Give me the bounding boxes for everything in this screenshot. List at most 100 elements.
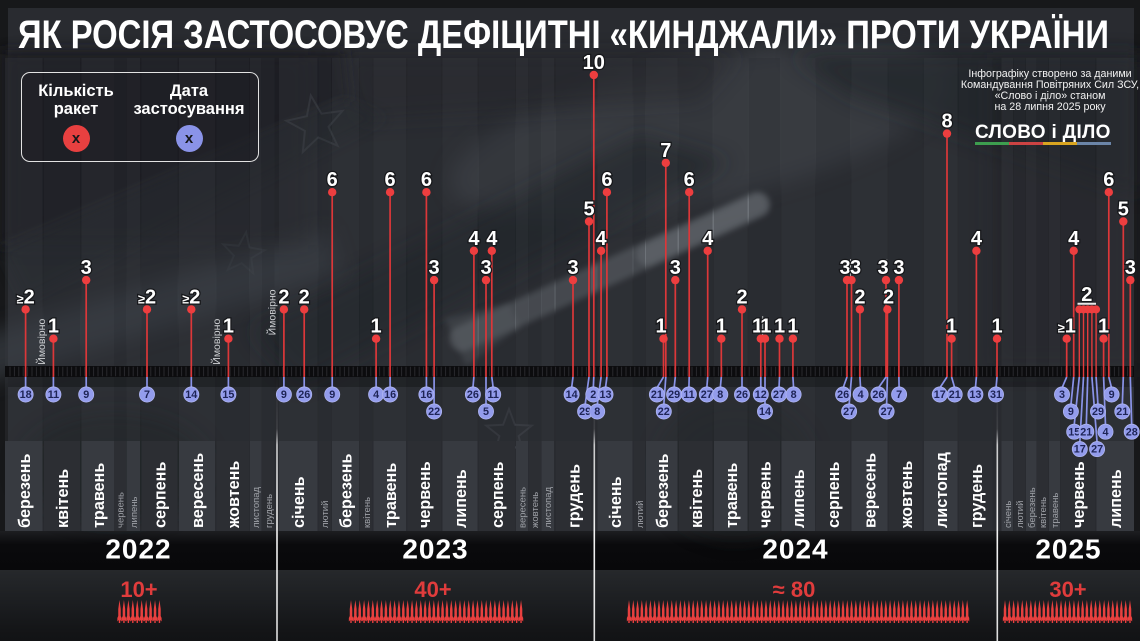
svg-text:1: 1 <box>787 316 798 338</box>
svg-text:29: 29 <box>579 406 591 418</box>
svg-text:1: 1 <box>752 316 763 338</box>
svg-text:січень: січень <box>1003 501 1014 528</box>
svg-text:28: 28 <box>1126 426 1138 438</box>
svg-text:≥2: ≥2 <box>138 286 156 308</box>
svg-text:17: 17 <box>934 389 946 401</box>
svg-text:21: 21 <box>651 389 663 401</box>
svg-text:4: 4 <box>971 228 983 250</box>
svg-text:червень: червень <box>116 492 127 528</box>
svg-text:лютий: лютий <box>320 501 331 528</box>
svg-text:12: 12 <box>755 389 767 401</box>
svg-text:квітень: квітень <box>54 469 72 528</box>
svg-text:4: 4 <box>596 228 608 250</box>
svg-text:10+: 10+ <box>120 577 157 602</box>
svg-text:6: 6 <box>327 169 338 191</box>
svg-text:3: 3 <box>850 257 861 279</box>
svg-text:Ймовірно: Ймовірно <box>210 319 223 365</box>
svg-text:1: 1 <box>371 316 382 338</box>
svg-text:18: 18 <box>20 389 32 401</box>
svg-text:6: 6 <box>601 169 612 191</box>
svg-text:21: 21 <box>949 389 961 401</box>
svg-text:2022: 2022 <box>105 534 171 565</box>
svg-text:27: 27 <box>701 389 713 401</box>
svg-text:7: 7 <box>144 389 150 401</box>
svg-text:2: 2 <box>854 286 865 308</box>
svg-text:5: 5 <box>1118 199 1129 221</box>
svg-text:червень: червень <box>757 461 775 528</box>
svg-text:11: 11 <box>683 389 694 401</box>
svg-text:6: 6 <box>421 169 432 191</box>
svg-text:3: 3 <box>429 257 440 279</box>
svg-text:3: 3 <box>81 257 92 279</box>
svg-text:серпень: серпень <box>825 462 843 528</box>
svg-text:1: 1 <box>760 316 771 338</box>
svg-text:1: 1 <box>1098 316 1109 338</box>
svg-text:30+: 30+ <box>1049 577 1086 602</box>
svg-text:травень: травень <box>1050 493 1061 528</box>
svg-text:11: 11 <box>487 389 498 401</box>
svg-text:40+: 40+ <box>414 577 451 602</box>
svg-text:21: 21 <box>1116 406 1128 418</box>
svg-text:26: 26 <box>298 389 310 401</box>
svg-text:грудень: грудень <box>566 464 584 528</box>
svg-text:8: 8 <box>594 406 600 418</box>
svg-text:4: 4 <box>1102 426 1108 438</box>
svg-text:лютий: лютий <box>635 501 646 528</box>
svg-text:≈ 80: ≈ 80 <box>773 577 816 602</box>
svg-text:3: 3 <box>567 257 578 279</box>
svg-text:5: 5 <box>483 406 489 418</box>
svg-text:2: 2 <box>883 286 894 308</box>
svg-text:березень: березень <box>16 453 34 528</box>
svg-text:травень: травень <box>723 463 741 528</box>
svg-text:квітень: квітень <box>1038 497 1049 528</box>
svg-text:2: 2 <box>736 286 747 308</box>
svg-text:7: 7 <box>660 140 671 162</box>
svg-text:4: 4 <box>486 228 498 250</box>
svg-text:вересень: вересень <box>189 453 207 528</box>
svg-text:2: 2 <box>590 389 596 401</box>
svg-text:≥2: ≥2 <box>16 286 34 308</box>
svg-text:22: 22 <box>658 406 670 418</box>
svg-text:1: 1 <box>223 316 234 338</box>
svg-text:13: 13 <box>599 389 611 401</box>
svg-text:3: 3 <box>1059 389 1065 401</box>
svg-text:26: 26 <box>837 389 849 401</box>
svg-text:26: 26 <box>467 389 479 401</box>
svg-text:2024: 2024 <box>762 534 828 565</box>
svg-text:Ймовірно: Ймовірно <box>265 289 278 335</box>
svg-text:травень: травень <box>382 463 400 528</box>
svg-text:листопад: листопад <box>543 486 554 528</box>
svg-text:3: 3 <box>480 257 491 279</box>
svg-text:14: 14 <box>759 406 771 418</box>
svg-text:травень: травень <box>90 463 108 528</box>
svg-text:9: 9 <box>281 389 287 401</box>
svg-text:9: 9 <box>329 389 335 401</box>
svg-text:16: 16 <box>420 389 432 401</box>
svg-text:1: 1 <box>48 316 59 338</box>
svg-text:серпень: серпень <box>489 462 507 528</box>
svg-text:13: 13 <box>969 389 981 401</box>
svg-text:1: 1 <box>716 316 727 338</box>
svg-text:17: 17 <box>1074 444 1086 456</box>
svg-text:березень: березень <box>654 453 672 528</box>
svg-text:2: 2 <box>1081 284 1092 306</box>
svg-text:січень: січень <box>290 476 308 528</box>
svg-text:4: 4 <box>858 389 864 401</box>
svg-text:3: 3 <box>839 257 850 279</box>
svg-text:5: 5 <box>583 199 594 221</box>
svg-text:1: 1 <box>774 316 785 338</box>
svg-text:4: 4 <box>702 228 714 250</box>
svg-text:9: 9 <box>1068 406 1074 418</box>
svg-text:квітень: квітень <box>688 469 706 528</box>
svg-text:≥2: ≥2 <box>182 286 200 308</box>
svg-text:Ймовірно: Ймовірно <box>35 319 48 365</box>
svg-text:6: 6 <box>684 169 695 191</box>
svg-text:вересень: вересень <box>862 453 880 528</box>
svg-text:27: 27 <box>773 389 785 401</box>
svg-text:лютий: лютий <box>1015 501 1026 528</box>
svg-text:серпень: серпень <box>152 462 170 528</box>
svg-text:8: 8 <box>717 389 723 401</box>
svg-text:червень: червень <box>416 461 434 528</box>
svg-text:липень: липень <box>129 496 140 528</box>
svg-text:11: 11 <box>48 389 59 401</box>
